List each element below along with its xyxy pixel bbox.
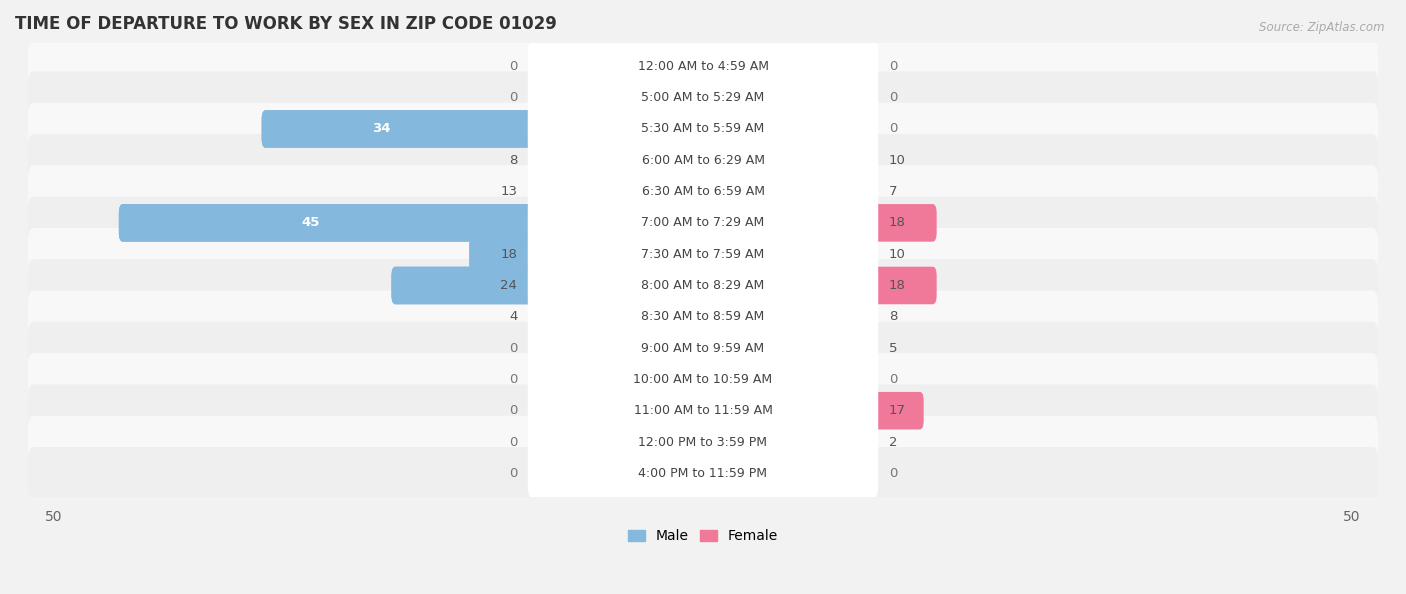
FancyBboxPatch shape [651,298,703,336]
FancyBboxPatch shape [470,235,541,273]
Text: 5: 5 [889,342,897,355]
Text: 7:00 AM to 7:29 AM: 7:00 AM to 7:29 AM [641,216,765,229]
Text: 10:00 AM to 10:59 AM: 10:00 AM to 10:59 AM [634,373,772,386]
Text: 10: 10 [889,248,905,261]
Text: 0: 0 [509,467,517,480]
FancyBboxPatch shape [527,292,879,342]
Text: 9:00 AM to 9:59 AM: 9:00 AM to 9:59 AM [641,342,765,355]
Text: 12:00 AM to 4:59 AM: 12:00 AM to 4:59 AM [637,60,769,73]
Text: 0: 0 [509,435,517,448]
FancyBboxPatch shape [391,267,703,304]
FancyBboxPatch shape [865,204,936,242]
Text: Source: ZipAtlas.com: Source: ZipAtlas.com [1260,21,1385,34]
Text: 0: 0 [889,91,897,104]
Text: 34: 34 [373,122,391,135]
Text: 17: 17 [889,404,905,417]
Text: 4:00 PM to 11:59 PM: 4:00 PM to 11:59 PM [638,467,768,480]
Text: 0: 0 [509,342,517,355]
FancyBboxPatch shape [527,198,879,248]
Text: 6:30 AM to 6:59 AM: 6:30 AM to 6:59 AM [641,185,765,198]
FancyBboxPatch shape [391,267,541,304]
Text: 18: 18 [889,279,905,292]
Text: 0: 0 [509,60,517,73]
FancyBboxPatch shape [28,290,1378,343]
Text: 4: 4 [509,310,517,323]
Text: 0: 0 [509,404,517,417]
Text: TIME OF DEPARTURE TO WORK BY SEX IN ZIP CODE 01029: TIME OF DEPARTURE TO WORK BY SEX IN ZIP … [15,15,557,33]
Text: 18: 18 [889,216,905,229]
Text: 8:30 AM to 8:59 AM: 8:30 AM to 8:59 AM [641,310,765,323]
FancyBboxPatch shape [28,416,1378,468]
FancyBboxPatch shape [527,42,879,91]
FancyBboxPatch shape [120,204,703,242]
Text: 0: 0 [889,60,897,73]
FancyBboxPatch shape [527,72,879,122]
Text: 11:00 AM to 11:59 AM: 11:00 AM to 11:59 AM [634,404,772,417]
FancyBboxPatch shape [28,447,1378,500]
FancyBboxPatch shape [28,71,1378,124]
FancyBboxPatch shape [527,261,879,311]
FancyBboxPatch shape [28,322,1378,374]
FancyBboxPatch shape [534,173,703,210]
FancyBboxPatch shape [28,103,1378,155]
FancyBboxPatch shape [28,134,1378,187]
FancyBboxPatch shape [527,104,879,154]
FancyBboxPatch shape [527,323,879,373]
FancyBboxPatch shape [599,141,703,179]
FancyBboxPatch shape [865,267,936,304]
Text: 0: 0 [509,373,517,386]
Text: 8: 8 [889,310,897,323]
FancyBboxPatch shape [28,197,1378,249]
FancyBboxPatch shape [527,448,879,498]
Text: 2: 2 [889,435,897,448]
FancyBboxPatch shape [534,173,541,210]
Text: 5:30 AM to 5:59 AM: 5:30 AM to 5:59 AM [641,122,765,135]
Text: 18: 18 [501,248,517,261]
Text: 5:00 AM to 5:29 AM: 5:00 AM to 5:29 AM [641,91,765,104]
Text: 0: 0 [509,91,517,104]
FancyBboxPatch shape [470,235,703,273]
FancyBboxPatch shape [28,165,1378,218]
Text: 0: 0 [889,467,897,480]
FancyBboxPatch shape [527,166,879,217]
FancyBboxPatch shape [28,259,1378,312]
FancyBboxPatch shape [262,110,541,148]
Legend: Male, Female: Male, Female [623,524,783,549]
Text: 0: 0 [889,373,897,386]
Text: 6:00 AM to 6:29 AM: 6:00 AM to 6:29 AM [641,154,765,167]
Text: 7:30 AM to 7:59 AM: 7:30 AM to 7:59 AM [641,248,765,261]
Text: 12:00 PM to 3:59 PM: 12:00 PM to 3:59 PM [638,435,768,448]
FancyBboxPatch shape [28,384,1378,437]
Text: 45: 45 [301,216,319,229]
FancyBboxPatch shape [28,353,1378,406]
Text: 8:00 AM to 8:29 AM: 8:00 AM to 8:29 AM [641,279,765,292]
FancyBboxPatch shape [262,110,703,148]
FancyBboxPatch shape [527,355,879,405]
FancyBboxPatch shape [120,204,541,242]
Text: 10: 10 [889,154,905,167]
FancyBboxPatch shape [865,392,924,429]
FancyBboxPatch shape [527,386,879,435]
Text: 24: 24 [501,279,517,292]
Text: 0: 0 [889,122,897,135]
Text: 13: 13 [501,185,517,198]
FancyBboxPatch shape [527,229,879,279]
FancyBboxPatch shape [28,228,1378,280]
Text: 7: 7 [889,185,897,198]
Text: 8: 8 [509,154,517,167]
FancyBboxPatch shape [527,417,879,467]
FancyBboxPatch shape [28,40,1378,93]
FancyBboxPatch shape [527,135,879,185]
